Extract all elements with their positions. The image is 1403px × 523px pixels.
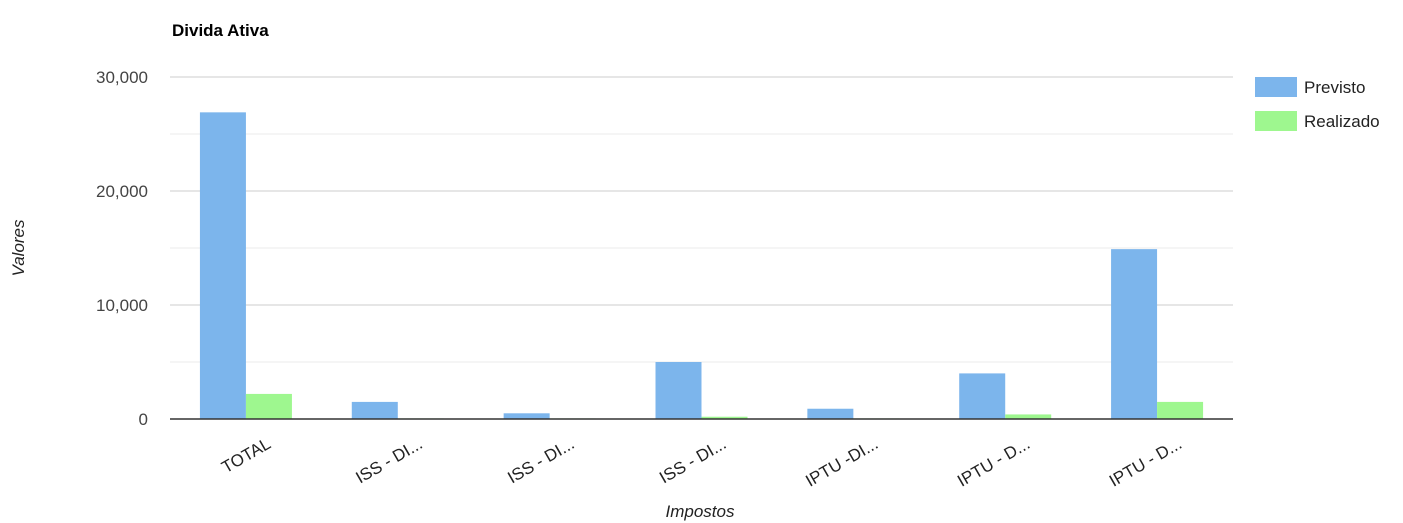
x-tick-label: ISS - DI... (352, 434, 425, 487)
x-axis-title: Impostos (666, 502, 735, 521)
chart-title: Divida Ativa (172, 21, 269, 40)
bar-realizado-5[interactable] (1005, 414, 1052, 419)
bars (199, 112, 1204, 419)
legend-swatch (1255, 77, 1297, 97)
x-tick-label: IPTU -DI... (802, 434, 881, 491)
y-axis-ticks: 0 10,000 20,000 30,000 (96, 68, 148, 429)
legend-swatch (1255, 111, 1297, 131)
y-axis-title: Valores (9, 219, 28, 277)
bar-realizado-0[interactable] (245, 393, 292, 419)
x-tick-label: IPTU - D... (954, 434, 1033, 491)
legend-item-realizado[interactable]: Realizado (1255, 111, 1380, 131)
x-tick-label: ISS - DI... (656, 434, 729, 487)
bar-previsto-4[interactable] (807, 408, 854, 419)
y-tick-label: 0 (139, 410, 148, 429)
legend[interactable]: Previsto Realizado (1255, 77, 1380, 131)
y-tick-label: 30,000 (96, 68, 148, 87)
grid (170, 76, 1233, 363)
legend-label: Previsto (1304, 78, 1365, 97)
y-tick-label: 10,000 (96, 296, 148, 315)
bar-realizado-3[interactable] (701, 416, 748, 419)
bar-previsto-5[interactable] (959, 373, 1006, 419)
bar-realizado-6[interactable] (1157, 401, 1204, 419)
legend-label: Realizado (1304, 112, 1380, 131)
x-tick-label: TOTAL (218, 434, 274, 477)
bar-previsto-6[interactable] (1111, 249, 1158, 419)
bar-previsto-2[interactable] (503, 413, 550, 419)
y-tick-label: 20,000 (96, 182, 148, 201)
x-tick-label: ISS - DI... (504, 434, 577, 487)
x-axis-ticks: TOTAL ISS - DI... ISS - DI... ISS - DI... IP… (218, 434, 1185, 491)
bar-previsto-0[interactable] (199, 112, 246, 419)
legend-item-previsto[interactable]: Previsto (1255, 77, 1365, 97)
x-tick-label: IPTU - D... (1106, 434, 1185, 491)
bar-previsto-1[interactable] (351, 401, 398, 419)
bar-previsto-3[interactable] (655, 362, 702, 419)
